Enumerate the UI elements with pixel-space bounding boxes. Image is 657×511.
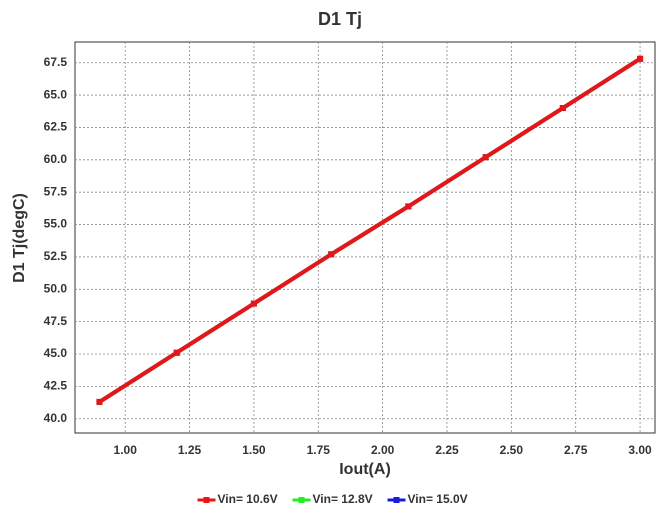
- legend-marker: [203, 497, 210, 503]
- y-tick-label: 47.5: [44, 314, 68, 328]
- y-tick-label: 67.5: [44, 55, 68, 69]
- y-tick-label: 60.0: [44, 152, 68, 166]
- data-point: [173, 349, 180, 356]
- x-tick-label: 1.25: [178, 443, 202, 457]
- data-point: [250, 300, 257, 307]
- x-tick-label: 1.50: [242, 443, 266, 457]
- data-point: [405, 203, 412, 210]
- data-point: [482, 154, 489, 161]
- y-tick-label: 62.5: [44, 120, 68, 134]
- data-point: [559, 105, 566, 112]
- legend-label: Vin= 15.0V: [408, 492, 468, 506]
- plot-area: [74, 41, 656, 434]
- chart-title: D1 Tj: [318, 9, 362, 29]
- x-tick-label: 2.75: [564, 443, 588, 457]
- x-tick-label: 2.25: [435, 443, 459, 457]
- y-tick-label: 45.0: [44, 346, 68, 360]
- y-tick-label: 57.5: [44, 184, 68, 198]
- y-axis-label: D1 Tj(degC): [11, 193, 28, 283]
- y-tick-label: 40.0: [44, 411, 68, 425]
- legend-label: Vin= 10.6V: [218, 492, 278, 506]
- x-tick-label: 1.00: [114, 443, 138, 457]
- legend-marker: [298, 497, 305, 503]
- x-tick-label: 2.50: [500, 443, 524, 457]
- series-line: [98, 57, 642, 404]
- x-tick-label: 1.75: [307, 443, 331, 457]
- data-point: [328, 251, 335, 258]
- legend-label: Vin= 12.8V: [313, 492, 373, 506]
- legend-marker: [393, 497, 400, 503]
- y-tick-label: 55.0: [44, 217, 68, 231]
- x-axis-label: Iout(A): [339, 461, 391, 478]
- y-tick-label: 42.5: [44, 379, 68, 393]
- data-point: [96, 398, 103, 405]
- x-tick-label: 2.00: [371, 443, 395, 457]
- y-tick-label: 52.5: [44, 249, 68, 263]
- x-tick-label: 3.00: [628, 443, 652, 457]
- y-tick-label: 50.0: [44, 281, 68, 295]
- data-point: [637, 55, 644, 62]
- y-tick-label: 65.0: [44, 87, 68, 101]
